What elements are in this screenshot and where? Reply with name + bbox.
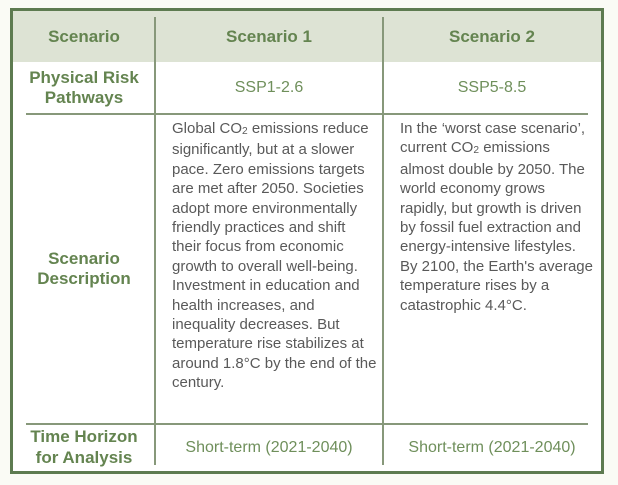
scenario2-description-text: In the ‘worst case scenario’, current CO: [400, 120, 586, 157]
row-divider-1: [26, 113, 588, 115]
table-grid: Scenario Scenario 1 Scenario 2 Physical …: [13, 11, 601, 471]
cell-scenario1-time-horizon: Short-term (2021-2040): [185, 438, 353, 456]
header-cell-scenario-2: Scenario 2: [383, 11, 601, 62]
cell-scenario1-description: Global CO2 emissions reduce significantl…: [155, 114, 383, 424]
cell-scenario2-pathway: SSP5-8.5: [457, 79, 527, 96]
row-divider-2: [26, 423, 588, 425]
scenario2-description-text-cont: emissions almost double by 2050. The wor…: [400, 139, 593, 314]
scenario1-description-text-cont: emissions reduce significantly, but at a…: [172, 120, 377, 392]
cell-scenario2-description: In the ‘worst case scenario’, current CO…: [383, 114, 601, 424]
column-divider-2: [382, 17, 384, 465]
co2-subscript: 2: [242, 126, 248, 137]
column-divider-1: [154, 17, 156, 465]
header-cell-scenario-1: Scenario 1: [155, 11, 383, 62]
climate-scenario-table: Scenario Scenario 1 Scenario 2 Physical …: [10, 8, 604, 474]
row-label-time-horizon: Time Horizon for Analysis: [30, 427, 138, 467]
co2-subscript: 2: [473, 145, 480, 157]
header-cell-scenario: Scenario: [13, 11, 155, 62]
cell-scenario1-pathway: SSP1-2.6: [234, 79, 304, 96]
row-label-physical-risk-pathways: Physical Risk Pathways: [29, 67, 139, 107]
scenario1-description-text: Global CO: [172, 120, 243, 137]
cell-scenario2-time-horizon: Short-term (2021-2040): [408, 438, 576, 456]
row-label-scenario-description: Scenario Description: [37, 248, 131, 288]
